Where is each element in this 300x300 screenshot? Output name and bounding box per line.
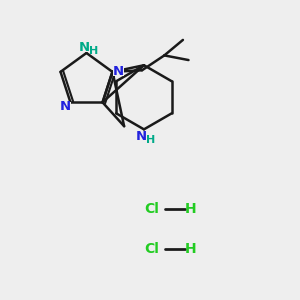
Text: Cl: Cl [144, 242, 159, 256]
FancyBboxPatch shape [60, 102, 71, 112]
Text: H: H [184, 202, 196, 216]
Text: N: N [136, 130, 147, 143]
Text: Cl: Cl [144, 202, 159, 216]
FancyBboxPatch shape [133, 131, 150, 141]
FancyBboxPatch shape [78, 43, 95, 52]
FancyBboxPatch shape [113, 67, 124, 76]
Text: H: H [89, 46, 98, 56]
Text: H: H [184, 242, 196, 256]
Text: N: N [112, 65, 124, 78]
Text: N: N [78, 41, 89, 54]
Text: H: H [146, 135, 155, 145]
Text: N: N [60, 100, 71, 113]
